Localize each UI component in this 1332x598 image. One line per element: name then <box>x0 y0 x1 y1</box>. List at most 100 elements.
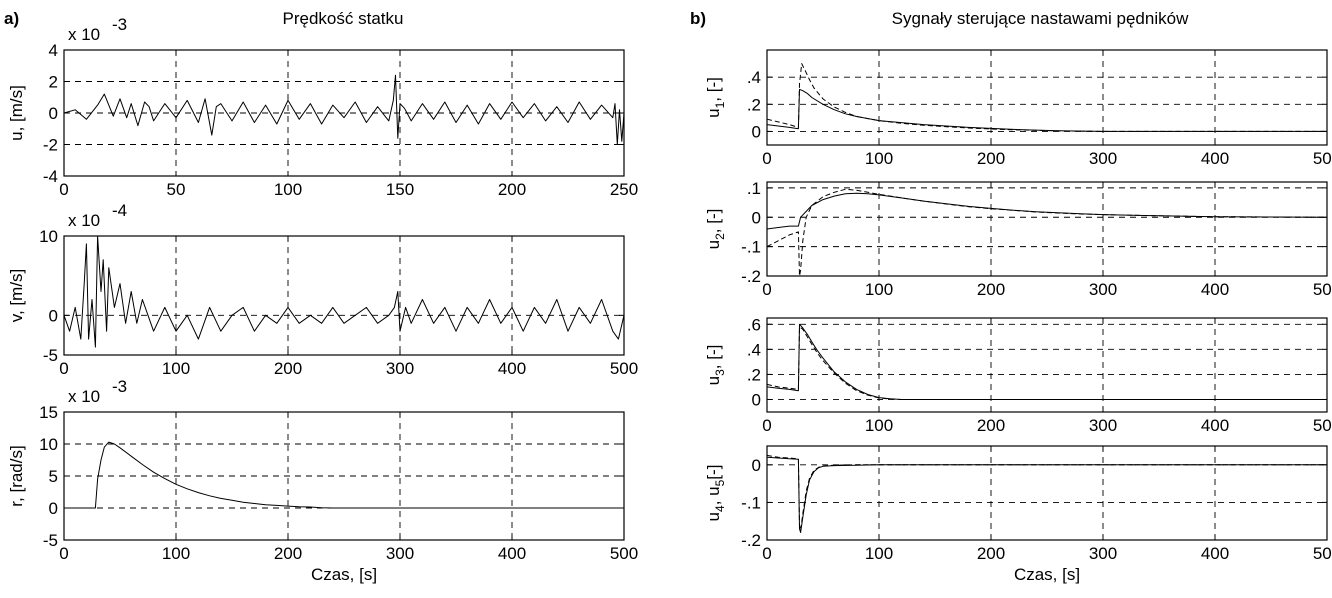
series-line-2 <box>766 454 1327 532</box>
series-line-1 <box>63 74 625 145</box>
subplot-7: 0 100 200 300 400 500 -.2 -.1 0 u4, u5[-] Czas, [s… <box>704 445 1332 584</box>
axes-frame <box>766 445 1328 541</box>
x-tick-label: 200 <box>977 149 1005 168</box>
x-tick-label: 500 <box>1313 544 1332 563</box>
x-tick-label: 0 <box>762 416 771 435</box>
y-tick-label: .4 <box>747 340 761 359</box>
axes-frame <box>766 181 1328 277</box>
x-tick-label: 100 <box>162 544 190 563</box>
x-tick-label: 0 <box>59 180 68 199</box>
exponent-label: x 10 <box>68 25 100 44</box>
y-tick-label: -2 <box>43 136 58 155</box>
y-tick-label: 0 <box>49 104 58 123</box>
exponent-power: -3 <box>112 377 127 396</box>
y-axis-label: v, [m/s] <box>7 269 26 323</box>
y-tick-label: -.1 <box>741 238 761 257</box>
y-tick-label: .6 <box>747 315 761 334</box>
x-tick-label: 200 <box>274 359 302 378</box>
y-tick-label: 0 <box>49 499 58 518</box>
x-tick-label: 0 <box>762 149 771 168</box>
x-tick-label: 200 <box>977 544 1005 563</box>
y-tick-label: 2 <box>49 73 58 92</box>
x-tick-label: 300 <box>386 359 414 378</box>
y-tick-label: -4 <box>43 167 58 186</box>
x-tick-label: 400 <box>1201 544 1229 563</box>
y-axis-label: u1, [-] <box>704 77 727 118</box>
y-tick-label: 5 <box>49 467 58 486</box>
y-tick-label: 0 <box>752 390 761 409</box>
y-tick-label: 4 <box>49 41 58 60</box>
x-tick-label: 400 <box>1201 280 1229 299</box>
y-axis-label: u4, u5[-] <box>704 465 727 522</box>
exponent-power: -3 <box>112 15 127 34</box>
y-axis-label: u, [m/s] <box>7 85 26 141</box>
y-axis-label: u2, [-] <box>704 209 727 250</box>
axes-frame <box>63 235 625 356</box>
subplot-4: 0 100 200 300 400 500 0 .2 .4 u1, [-] <box>704 49 1332 168</box>
x-axis-label: Czas, [s] <box>311 565 377 584</box>
x-tick-label: 0 <box>59 359 68 378</box>
x-tick-label: 0 <box>762 280 771 299</box>
x-tick-label: 200 <box>274 544 302 563</box>
series-line-1 <box>64 441 624 509</box>
series-line-2 <box>766 188 1328 277</box>
x-tick-label: 100 <box>865 149 893 168</box>
y-tick-label: -5 <box>43 531 58 550</box>
x-tick-label: 100 <box>865 544 893 563</box>
x-tick-label: 400 <box>498 544 526 563</box>
x-tick-label: 200 <box>977 416 1005 435</box>
x-tick-label: 300 <box>1089 544 1117 563</box>
x-tick-label: 100 <box>865 280 893 299</box>
x-tick-label: 150 <box>386 180 414 199</box>
y-tick-label: 10 <box>39 227 58 246</box>
panel-a-label: a) <box>4 9 19 28</box>
subplot-6: 0 100 200 300 400 500 0 .2 .4 .6 u3, [-] <box>704 315 1332 435</box>
subplot-5: 0 100 200 300 400 500 -.2 -.1 0 .1 u2, [-] <box>704 179 1332 299</box>
exponent-label: x 10 <box>68 387 100 406</box>
subplot-1: 0 50 100 150 200 250 -4 -2 0 2 4 x 10 -3 u, [m/s] <box>7 15 638 199</box>
series-line-1 <box>63 235 625 348</box>
axes-frame <box>766 317 1328 413</box>
x-tick-label: 100 <box>865 416 893 435</box>
x-tick-label: 300 <box>1089 149 1117 168</box>
x-tick-label: 400 <box>1201 416 1229 435</box>
y-tick-label: 0 <box>752 456 761 475</box>
y-axis-label: u3, [-] <box>704 345 727 386</box>
x-tick-label: 0 <box>59 544 68 563</box>
x-tick-label: 50 <box>167 180 186 199</box>
y-tick-label: -.1 <box>741 493 761 512</box>
x-tick-label: 300 <box>1089 280 1117 299</box>
y-tick-label: 10 <box>39 435 58 454</box>
panel-b-title: Sygnały sterujące nastawami pędników <box>892 9 1189 28</box>
exponent-power: -4 <box>112 201 127 220</box>
y-tick-label: 0 <box>49 306 58 325</box>
exponent-label: x 10 <box>68 211 100 230</box>
x-tick-label: 400 <box>498 359 526 378</box>
x-tick-label: 100 <box>162 359 190 378</box>
panel-b-label: b) <box>690 9 706 28</box>
panel-a-title: Prędkość statku <box>283 9 404 28</box>
y-tick-label: .2 <box>747 365 761 384</box>
x-tick-label: 300 <box>386 544 414 563</box>
x-tick-label: 200 <box>498 180 526 199</box>
y-tick-label: 0 <box>752 122 761 141</box>
x-axis-label: Czas, [s] <box>1014 565 1080 584</box>
y-axis-label: r, [rad/s] <box>7 445 26 506</box>
x-tick-label: 500 <box>1313 416 1332 435</box>
x-tick-label: 200 <box>977 280 1005 299</box>
y-tick-label: -.2 <box>741 267 761 286</box>
x-tick-label: 400 <box>1201 149 1229 168</box>
y-tick-label: 0 <box>752 208 761 227</box>
x-tick-label: 500 <box>610 544 638 563</box>
y-tick-label: -5 <box>43 346 58 365</box>
x-tick-label: 500 <box>1313 280 1332 299</box>
series-line-2 <box>766 63 1327 132</box>
y-tick-label: -.2 <box>741 531 761 550</box>
x-tick-label: 300 <box>1089 416 1117 435</box>
x-tick-label: 100 <box>274 180 302 199</box>
x-tick-label: 0 <box>762 544 771 563</box>
